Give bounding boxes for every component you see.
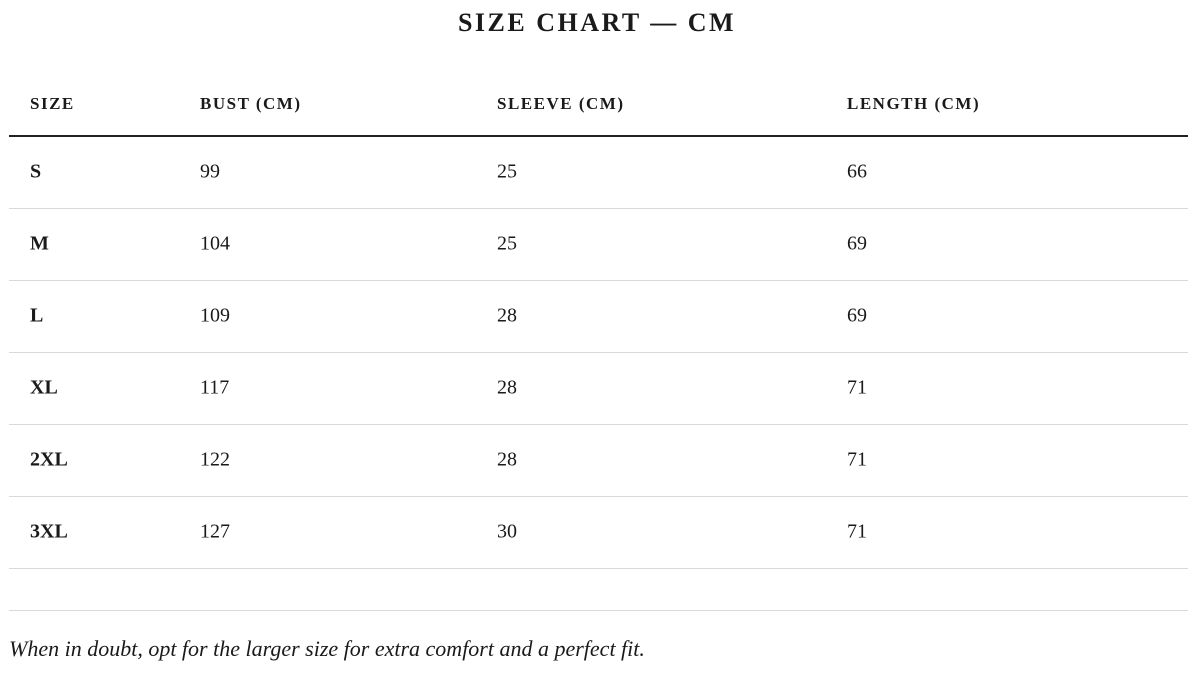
measurement: 122 — [200, 448, 230, 471]
measurement: 25 — [497, 232, 517, 255]
size-label: 2XL — [30, 448, 68, 471]
measurement: 30 — [497, 520, 517, 543]
measurement: 71 — [847, 520, 867, 543]
row-divider — [9, 280, 1188, 281]
measurement: 117 — [200, 376, 230, 399]
footer-rule — [9, 610, 1188, 611]
header-rule — [9, 135, 1188, 137]
row-divider — [9, 424, 1188, 425]
measurement: 28 — [497, 304, 517, 327]
measurement: 25 — [497, 160, 517, 183]
measurement: 71 — [847, 448, 867, 471]
measurement: 127 — [200, 520, 230, 543]
row-divider — [9, 352, 1188, 353]
size-label: M — [30, 232, 49, 255]
measurement: 69 — [847, 304, 867, 327]
row-divider — [9, 208, 1188, 209]
size-label: 3XL — [30, 520, 68, 543]
measurement: 109 — [200, 304, 230, 327]
column-header: LENGTH (CM) — [847, 94, 981, 113]
measurement: 28 — [497, 376, 517, 399]
measurement: 66 — [847, 160, 867, 183]
size-label: XL — [30, 376, 58, 399]
measurement: 71 — [847, 376, 867, 399]
measurement: 28 — [497, 448, 517, 471]
measurement: 99 — [200, 160, 220, 183]
column-header: SIZE — [30, 94, 75, 113]
note: When in doubt, opt for the larger size f… — [9, 636, 645, 661]
column-header: SLEEVE (CM) — [497, 94, 625, 113]
measurement: 69 — [847, 232, 867, 255]
row-divider — [9, 496, 1188, 497]
column-header: BUST (CM) — [200, 94, 302, 113]
measurement: 104 — [200, 232, 230, 255]
size-label: L — [30, 304, 44, 327]
row-divider — [9, 568, 1188, 569]
size-label: S — [30, 160, 42, 183]
title: SIZE CHART — CM — [457, 8, 737, 37]
